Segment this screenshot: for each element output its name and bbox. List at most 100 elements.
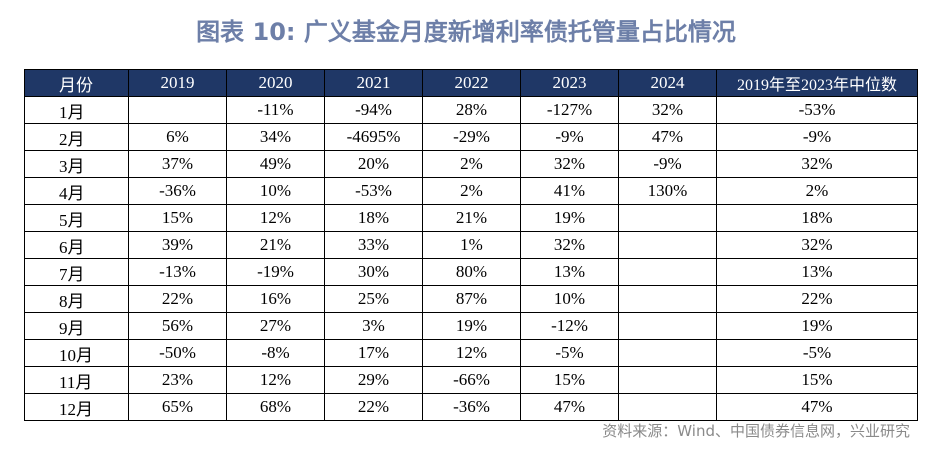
table-cell (128, 96, 227, 124)
table-cell: 2% (422, 150, 521, 178)
table-cell: 15% (128, 204, 227, 232)
table-cell: 29% (324, 366, 423, 394)
table-cell: 32% (520, 150, 619, 178)
header-year: 2024 (618, 69, 717, 97)
table-cell: -29% (422, 123, 521, 151)
source-note: 资料来源：Wind、中国债券信息网，兴业研究 (602, 422, 910, 440)
table-cell: 13% (716, 258, 918, 286)
table-row: 4月 -36% 10% -53% 2% 41% 130% 2% (24, 177, 918, 205)
table-row: 1月 -11% -94% 28% -127% 32% -53% (24, 96, 918, 124)
row-label: 12月 (24, 393, 129, 421)
table-cell: 34% (226, 123, 325, 151)
table-cell (618, 312, 717, 340)
table-cell: 47% (618, 123, 717, 151)
row-label: 11月 (24, 366, 129, 394)
row-label: 9月 (24, 312, 129, 340)
table-cell: 49% (226, 150, 325, 178)
table-cell: -94% (324, 96, 423, 124)
table-cell: 6% (128, 123, 227, 151)
table-row: 12月 65% 68% 22% -36% 47% 47% (24, 393, 918, 421)
table-cell: 19% (520, 204, 619, 232)
header-month: 月份 (24, 69, 129, 97)
table-cell: -5% (520, 339, 619, 367)
chart-title: 图表 10: 广义基金月度新增利率债托管量占比情况 (196, 18, 736, 46)
table-cell: 130% (618, 177, 717, 205)
row-label: 5月 (24, 204, 129, 232)
table-cell: -127% (520, 96, 619, 124)
table-row: 3月 37% 49% 20% 2% 32% -9% 32% (24, 150, 918, 178)
table-cell (618, 258, 717, 286)
row-label: 10月 (24, 339, 129, 367)
table-cell: 27% (226, 312, 325, 340)
table-body: 1月 -11% -94% 28% -127% 32% -53% 2月 6% 34% -4695% -2… (24, 96, 918, 421)
header-row: 月份 2019 2020 2021 2022 2023 2024 2019年至2023年中位数 (24, 69, 918, 97)
table-cell (618, 393, 717, 421)
table-cell: -11% (226, 96, 325, 124)
table-cell: 28% (422, 96, 521, 124)
table-row: 10月 -50% -8% 17% 12% -5% -5% (24, 339, 918, 367)
table-cell: 30% (324, 258, 423, 286)
table-cell (618, 339, 717, 367)
table-cell: 18% (324, 204, 423, 232)
table-cell: 22% (716, 285, 918, 313)
table-cell: 18% (716, 204, 918, 232)
table-cell: 37% (128, 150, 227, 178)
table-cell: 33% (324, 231, 423, 259)
table-cell (618, 231, 717, 259)
table-cell: 19% (422, 312, 521, 340)
table-row: 2月 6% 34% -4695% -29% -9% 47% -9% (24, 123, 918, 151)
table-cell: 12% (226, 204, 325, 232)
table-cell: 3% (324, 312, 423, 340)
table-cell: 41% (520, 177, 619, 205)
table-cell: -12% (520, 312, 619, 340)
table-cell: 23% (128, 366, 227, 394)
table-cell: 22% (128, 285, 227, 313)
table-cell: 12% (422, 339, 521, 367)
table-cell (618, 366, 717, 394)
row-label: 1月 (24, 96, 129, 124)
table-cell: 32% (618, 96, 717, 124)
table-cell: -9% (520, 123, 619, 151)
data-table: 月份 2019 2020 2021 2022 2023 2024 2019年至2023年中位数… (24, 69, 918, 421)
table-cell: 32% (716, 150, 918, 178)
table-cell: 1% (422, 231, 521, 259)
table-cell: 87% (422, 285, 521, 313)
table-cell: 12% (226, 366, 325, 394)
table-row: 8月 22% 16% 25% 87% 10% 22% (24, 285, 918, 313)
table-cell: -19% (226, 258, 325, 286)
table-cell: 65% (128, 393, 227, 421)
table-cell: 15% (716, 366, 918, 394)
table-row: 9月 56% 27% 3% 19% -12% 19% (24, 312, 918, 340)
table-cell: 47% (716, 393, 918, 421)
table-cell: -53% (716, 96, 918, 124)
table-cell: -50% (128, 339, 227, 367)
table-cell: 39% (128, 231, 227, 259)
table-cell: -36% (128, 177, 227, 205)
table-cell: -53% (324, 177, 423, 205)
table-cell: 56% (128, 312, 227, 340)
table-cell: -13% (128, 258, 227, 286)
table-cell: 10% (520, 285, 619, 313)
row-label: 2月 (24, 123, 129, 151)
table-cell: 47% (520, 393, 619, 421)
table-cell: 68% (226, 393, 325, 421)
row-label: 8月 (24, 285, 129, 313)
table-cell (618, 285, 717, 313)
table-cell: -36% (422, 393, 521, 421)
table-row: 6月 39% 21% 33% 1% 32% 32% (24, 231, 918, 259)
table-cell: 17% (324, 339, 423, 367)
table-cell: -8% (226, 339, 325, 367)
row-label: 7月 (24, 258, 129, 286)
table-cell: 32% (716, 231, 918, 259)
row-label: 6月 (24, 231, 129, 259)
table-cell (618, 204, 717, 232)
table-cell: 32% (520, 231, 619, 259)
table-row: 11月 23% 12% 29% -66% 15% 15% (24, 366, 918, 394)
table-row: 5月 15% 12% 18% 21% 19% 18% (24, 204, 918, 232)
header-year: 2022 (422, 69, 521, 97)
table-cell: 20% (324, 150, 423, 178)
table-cell: 25% (324, 285, 423, 313)
header-year: 2021 (324, 69, 423, 97)
header-year: 2023 (520, 69, 619, 97)
table-cell: 21% (226, 231, 325, 259)
